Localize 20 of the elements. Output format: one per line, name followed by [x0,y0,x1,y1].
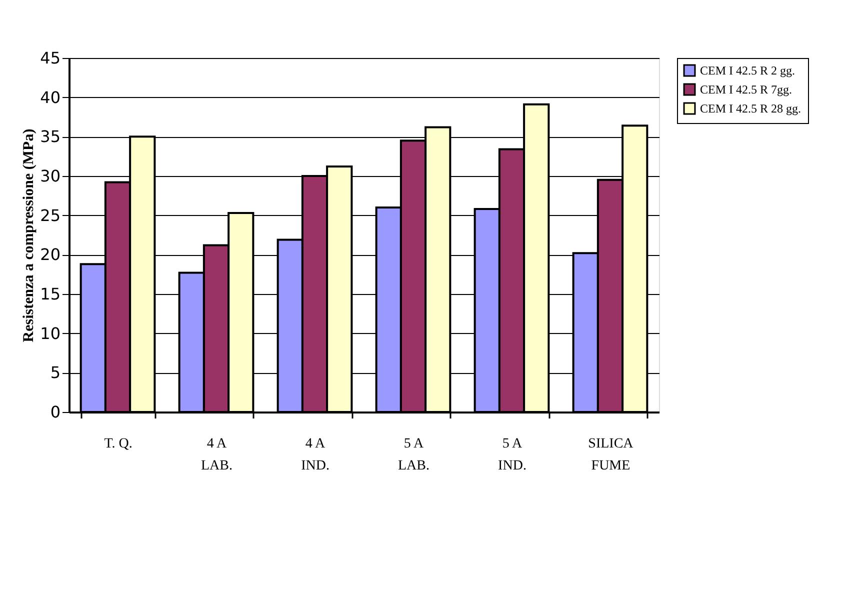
x-tick-label: T. Q. [104,436,132,452]
y-tick-label: 15 [40,284,60,304]
x-tick-label: 4 A IND. [301,436,330,474]
x-tick-label: 5 A IND. [498,436,526,474]
y-axis-title: Resistenza a compressione (MPa) [21,128,38,342]
y-tick-label: 20 [40,245,60,264]
x-tick-label: SILICA FUME [588,436,634,474]
y-tick-label: 35 [40,127,60,146]
x-tick-label: 4 A LAB. [201,436,233,474]
legend-label: CEM I 42.5 R 2 gg. [700,64,796,78]
y-tick-label: 40 [40,88,60,107]
x-tick-label: 5 A LAB. [398,436,430,474]
y-tick-label: 10 [40,324,60,343]
y-tick-label: 0 [50,402,60,422]
y-tick-label: 5 [50,363,60,382]
y-tick-label: 30 [40,166,60,186]
legend-label: CEM I 42.5 R 7gg. [700,82,792,96]
y-tick-label: 45 [40,48,60,68]
y-tick-label: 25 [40,206,60,225]
legend-label: CEM I 42.5 R 28 gg. [700,102,802,116]
